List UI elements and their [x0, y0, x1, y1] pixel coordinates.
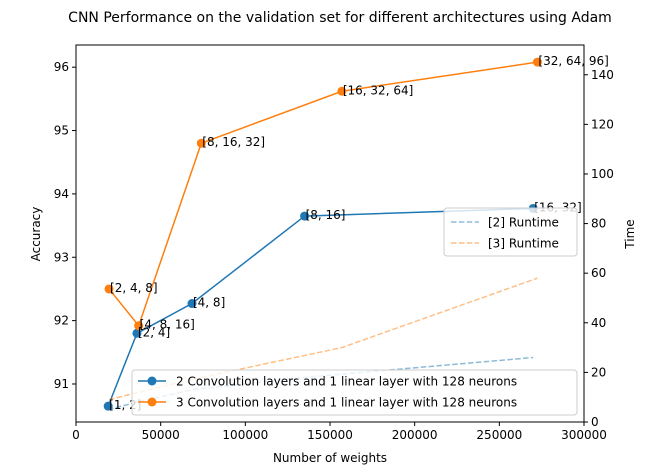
point-label-1-1: [4, 8, 16] — [140, 318, 195, 332]
legend-label-3-conv: 3 Convolution layers and 1 linear layer … — [176, 396, 517, 410]
x-tick-label-3: 150000 — [307, 428, 353, 442]
data-point-1-0 — [104, 284, 114, 294]
y-tick-right-label-0: 0 — [591, 415, 599, 429]
y-axis-label: Accuracy — [29, 207, 43, 262]
point-label-0-2: [4, 8] — [193, 296, 225, 310]
y-axis-label-right: Time — [623, 219, 637, 249]
data-point-1-1 — [134, 321, 144, 331]
x-axis-label: Number of weights — [273, 451, 387, 465]
x-tick-label-1: 50000 — [142, 428, 180, 442]
data-point-1-2 — [196, 138, 206, 148]
point-label-1-3: [16, 32, 64] — [343, 83, 413, 97]
legend-marker-3-conv — [147, 397, 157, 407]
y-tick-right-label-2: 40 — [591, 316, 606, 330]
point-label-0-1: [2, 4] — [138, 325, 170, 339]
data-point-1-3 — [337, 86, 347, 96]
x-tick-label-0: 0 — [72, 428, 80, 442]
y-tick-right-label-5: 100 — [591, 167, 614, 181]
y-tick-label-2: 93 — [54, 250, 69, 264]
x-tick-label-6: 300000 — [561, 428, 607, 442]
point-label-1-2: [8, 16, 32] — [202, 135, 265, 149]
data-point-1-4 — [532, 57, 542, 67]
y-tick-label-3: 94 — [54, 187, 69, 201]
series-line-1 — [108, 61, 538, 328]
y-tick-right-label-7: 140 — [591, 68, 614, 82]
legend-label-3-runtime: [3] Runtime — [488, 237, 559, 251]
legend-architectures: 2 Convolution layers and 1 linear layer … — [131, 369, 578, 416]
point-label-0-3: [8, 16] — [306, 208, 346, 222]
x-tick-label-4: 200000 — [392, 428, 438, 442]
y-tick-right-label-1: 20 — [591, 365, 606, 379]
legend-marker-2-conv — [147, 376, 157, 386]
legend-label-2-runtime: [2] Runtime — [488, 216, 559, 230]
legend-label-2-conv: 2 Convolution layers and 1 linear layer … — [176, 375, 517, 389]
data-point-0-1 — [132, 328, 142, 338]
data-point-0-2 — [187, 299, 197, 309]
point-label-1-0: [2, 4, 8] — [110, 281, 158, 295]
chart-title: CNN Performance on the validation set fo… — [68, 10, 612, 26]
y-tick-label-5: 96 — [54, 60, 69, 74]
x-tick-label-5: 250000 — [476, 428, 522, 442]
x-tick-label-2: 100000 — [222, 428, 268, 442]
y-tick-right-label-3: 60 — [591, 266, 606, 280]
y-tick-right-label-6: 120 — [591, 117, 614, 131]
y-tick-right-label-4: 80 — [591, 217, 606, 231]
point-label-1-4: [32, 64, 96] — [538, 54, 608, 68]
y-tick-label-0: 91 — [54, 377, 69, 391]
y-tick-label-4: 95 — [54, 124, 69, 138]
series-line-2 — [107, 356, 534, 411]
y-tick-label-1: 92 — [54, 314, 69, 328]
legend-runtime: [2] Runtime [3] Runtime — [443, 207, 578, 257]
data-point-0-3 — [300, 211, 310, 221]
